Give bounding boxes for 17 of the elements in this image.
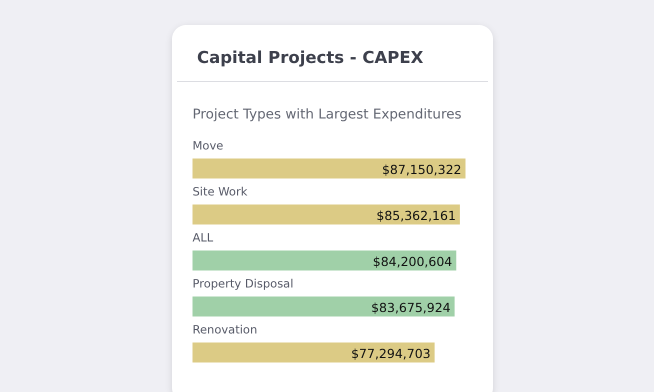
bar [192, 250, 456, 270]
data-label: $87,150,322 [382, 162, 462, 177]
y-tick-label: ALL [192, 230, 214, 244]
bar [192, 342, 435, 362]
y-tick-label: Move [192, 138, 224, 152]
y-tick-label: Site Work [192, 184, 248, 198]
bar [192, 158, 466, 178]
data-label: $85,362,161 [376, 208, 456, 223]
data-label: $77,294,703 [351, 346, 431, 361]
chart-subtitle: Project Types with Largest Expenditures [192, 106, 462, 122]
data-label: $84,200,604 [372, 254, 452, 269]
chart-title: Capital Projects - CAPEX [197, 47, 424, 69]
y-tick-label: Renovation [192, 322, 258, 336]
bar [192, 296, 455, 316]
y-tick-label: Property Disposal [192, 276, 294, 290]
bar [192, 204, 460, 224]
data-label: $83,675,924 [371, 300, 451, 315]
